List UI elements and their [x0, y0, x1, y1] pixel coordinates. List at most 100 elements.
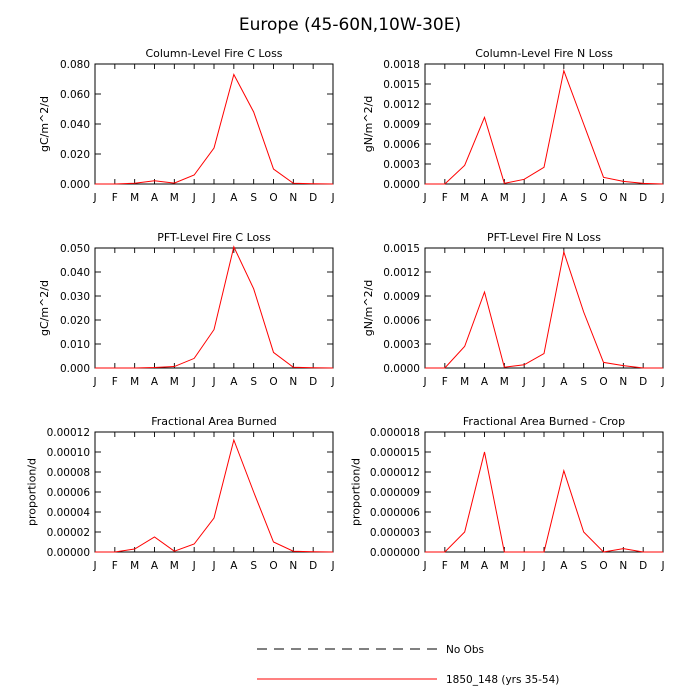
panel-title: Column-Level Fire C Loss	[145, 47, 282, 60]
x-tick-label: J	[422, 376, 426, 388]
x-tick-label: J	[92, 376, 96, 388]
x-tick-label: O	[269, 192, 277, 204]
x-tick-label: M	[130, 560, 139, 572]
x-tick-label: D	[639, 192, 647, 204]
y-tick-label: 0.000018	[370, 427, 420, 439]
x-tick-label: A	[560, 376, 568, 388]
x-tick-label: O	[599, 376, 607, 388]
x-tick-label: J	[660, 560, 664, 572]
x-tick-label: J	[330, 192, 334, 204]
y-axis-label: proportion/d	[349, 458, 362, 526]
y-tick-label: 0.020	[60, 149, 90, 161]
x-tick-label: A	[151, 376, 159, 388]
x-tick-label: J	[192, 192, 196, 204]
series-line	[425, 451, 663, 553]
y-tick-label: 0.00004	[47, 507, 91, 519]
y-tick-label: 0.00008	[47, 467, 90, 479]
x-tick-label: D	[639, 560, 647, 572]
y-tick-label: 0.0015	[383, 79, 420, 91]
y-tick-label: 0.0012	[383, 267, 420, 279]
y-tick-label: 0.080	[60, 59, 90, 71]
x-tick-label: F	[112, 560, 118, 572]
x-tick-label: O	[599, 560, 607, 572]
x-tick-label: J	[422, 560, 426, 572]
x-tick-label: S	[580, 192, 587, 204]
x-tick-label: M	[130, 376, 139, 388]
x-tick-label: A	[481, 376, 489, 388]
y-tick-label: 0.0018	[383, 59, 420, 71]
y-tick-label: 0.000012	[370, 467, 420, 479]
panel-title: PFT-Level Fire N Loss	[487, 231, 601, 244]
x-tick-label: J	[330, 376, 334, 388]
x-tick-label: F	[442, 560, 448, 572]
x-tick-label: J	[192, 560, 196, 572]
y-tick-label: 0.000015	[370, 447, 420, 459]
x-tick-label: N	[619, 192, 627, 204]
series-line	[95, 245, 334, 369]
y-tick-label: 0.00006	[47, 487, 91, 499]
legend: No Obs 1850_148 (yrs 35-54)	[257, 644, 559, 686]
x-tick-label: A	[151, 560, 159, 572]
x-tick-label: D	[639, 376, 647, 388]
x-tick-label: M	[500, 192, 509, 204]
y-tick-label: 0.060	[60, 89, 90, 101]
y-tick-label: 0.0009	[383, 119, 420, 131]
y-tick-label: 0.0003	[383, 159, 420, 171]
panel-title: PFT-Level Fire C Loss	[157, 231, 271, 244]
series-line	[95, 438, 334, 553]
x-tick-label: D	[309, 560, 317, 572]
plot-frame	[94, 431, 334, 553]
plot-frame	[94, 247, 334, 369]
y-tick-label: 0.000003	[370, 527, 420, 539]
legend-label-no-obs: No Obs	[446, 644, 484, 656]
x-tick-label: J	[660, 192, 664, 204]
x-tick-label: S	[250, 560, 257, 572]
x-tick-label: M	[460, 376, 469, 388]
x-tick-label: F	[112, 192, 118, 204]
series-line	[425, 68, 664, 185]
y-tick-label: 0.0009	[383, 291, 420, 303]
y-tick-label: 0.0012	[383, 99, 420, 111]
y-axis-label: gN/m^2/d	[362, 96, 375, 153]
x-tick-label: M	[460, 192, 469, 204]
x-tick-label: S	[250, 376, 257, 388]
x-tick-label: J	[211, 560, 215, 572]
x-tick-label: A	[560, 560, 568, 572]
x-tick-label: O	[269, 376, 277, 388]
y-tick-label: 0.000	[60, 179, 90, 191]
y-tick-label: 0.0003	[383, 339, 420, 351]
x-tick-label: A	[230, 560, 238, 572]
y-axis-label: gC/m^2/d	[38, 280, 51, 336]
panel-title: Fractional Area Burned - Crop	[463, 415, 625, 428]
plot-frame	[424, 431, 664, 553]
x-tick-label: J	[422, 192, 426, 204]
y-tick-label: 0.050	[60, 243, 90, 255]
y-tick-label: 0.010	[60, 339, 90, 351]
x-tick-label: A	[151, 192, 159, 204]
y-tick-label: 0.00000	[47, 547, 90, 559]
y-tick-label: 0.000009	[370, 487, 420, 499]
x-tick-label: M	[500, 376, 509, 388]
y-tick-label: 0.000	[60, 363, 90, 375]
x-tick-label: A	[230, 376, 238, 388]
plot-frame	[94, 63, 334, 185]
y-axis-label: gC/m^2/d	[38, 96, 51, 152]
x-tick-label: J	[92, 560, 96, 572]
x-tick-label: J	[92, 192, 96, 204]
x-tick-label: N	[289, 376, 297, 388]
x-tick-label: O	[599, 192, 607, 204]
x-tick-label: M	[170, 192, 179, 204]
x-tick-label: S	[250, 192, 257, 204]
x-tick-label: A	[481, 192, 489, 204]
y-tick-label: 0.00012	[47, 427, 90, 439]
y-tick-label: 0.00010	[47, 447, 90, 459]
x-tick-label: J	[660, 376, 664, 388]
x-tick-label: D	[309, 192, 317, 204]
x-tick-label: M	[460, 560, 469, 572]
x-tick-label: S	[580, 376, 587, 388]
x-tick-label: M	[170, 560, 179, 572]
